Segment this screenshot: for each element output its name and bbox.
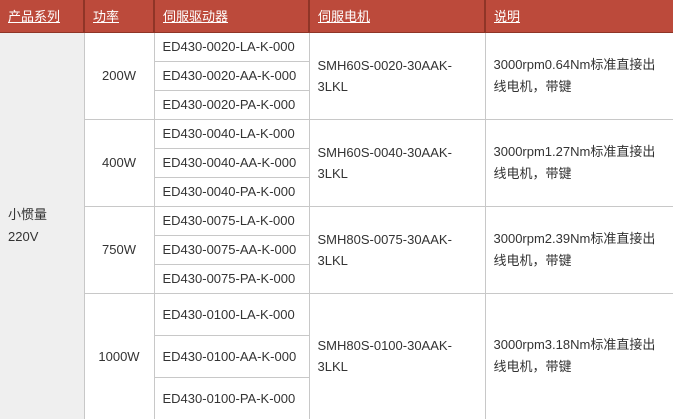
header-power: 功率: [83, 0, 154, 33]
description-cell: 3000rpm2.39Nm标准直接出线电机，带键: [484, 205, 673, 294]
header-link-description[interactable]: 说明: [494, 9, 521, 25]
servo-driver-cell: ED430-0100-PA-K-000: [153, 376, 310, 419]
servo-driver-cell: ED430-0075-LA-K-000: [153, 205, 310, 236]
header-row: 产品系列 功率 伺服驱动器 伺服电机 说明: [0, 0, 673, 33]
header-servo-driver: 伺服驱动器: [153, 0, 309, 33]
servo-driver-cell: ED430-0020-PA-K-000: [153, 89, 310, 120]
servo-motor-cell: SMH80S-0100-30AAK-3LKL: [308, 292, 486, 419]
table-row: ED430-0020-AA-K-000: [0, 60, 673, 91]
servo-driver-cell: ED430-0075-AA-K-000: [153, 234, 310, 265]
table-row: 400W ED430-0040-LA-K-000 SMH60S-0040-30AAK…: [0, 118, 673, 207]
table-row: ED430-0020-PA-K-000: [0, 89, 673, 120]
description-cell: 3000rpm3.18Nm标准直接出线电机，带键: [484, 292, 673, 419]
power-cell: 750W: [83, 205, 155, 294]
table-row: ED430-0100-AA-K-000: [0, 334, 673, 378]
description-cell: 3000rpm1.27Nm标准直接出线电机，带键: [484, 118, 673, 207]
power-cell: 400W: [83, 118, 155, 207]
servo-motor-cell: SMH60S-0020-30AAK-3LKL: [308, 31, 486, 120]
product-series-cell: 小惯量 220V: [0, 31, 85, 419]
table-row: ED430-0100-PA-K-000: [0, 376, 673, 419]
power-cell: 200W: [83, 31, 155, 120]
servo-driver-cell: ED430-0100-LA-K-000: [153, 292, 310, 336]
header-link-servo-driver[interactable]: 伺服驱动器: [163, 9, 229, 25]
header-link-servo-motor[interactable]: 伺服电机: [318, 9, 371, 25]
header-link-power[interactable]: 功率: [93, 9, 120, 25]
description-cell: 3000rpm0.64Nm标准直接出线电机，带键: [484, 31, 673, 120]
servo-driver-cell: ED430-0100-AA-K-000: [153, 334, 310, 378]
servo-motor-cell: SMH60S-0040-30AAK-3LKL: [308, 118, 486, 207]
header-description: 说明: [484, 0, 673, 33]
servo-driver-cell: ED430-0020-AA-K-000: [153, 60, 310, 91]
table-row: 750W ED430-0075-LA-K-000 SMH80S-0075-30AAK…: [0, 205, 673, 294]
table-row: 小惯量 220V 200W ED430-0020-LA-K-000 SMH60S-00…: [0, 31, 673, 419]
header-link-product-series[interactable]: 产品系列: [8, 9, 61, 25]
table-row: ED430-0075-PA-K-000: [0, 263, 673, 294]
servo-driver-cell: ED430-0020-LA-K-000: [153, 31, 310, 62]
servo-motor-cell: SMH80S-0075-30AAK-3LKL: [308, 205, 486, 294]
table-row: 1000W ED430-0100-LA-K-000 SMH80S-0100-30AA…: [0, 292, 673, 419]
servo-driver-cell: ED430-0040-PA-K-000: [153, 176, 310, 207]
header-product-series: 产品系列: [0, 0, 84, 33]
table-row: ED430-0040-PA-K-000: [0, 176, 673, 207]
table-row: ED430-0075-AA-K-000: [0, 234, 673, 265]
power-cell: 1000W: [83, 292, 155, 419]
servo-driver-cell: ED430-0040-LA-K-000: [153, 118, 310, 149]
servo-driver-cell: ED430-0040-AA-K-000: [153, 147, 310, 178]
header-servo-motor: 伺服电机: [308, 0, 485, 33]
servo-driver-cell: ED430-0075-PA-K-000: [153, 263, 310, 294]
